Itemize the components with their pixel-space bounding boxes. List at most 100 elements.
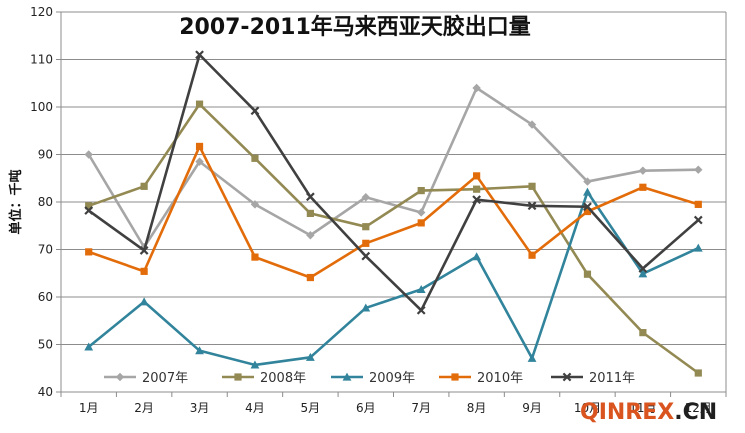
y-tick-label: 110	[30, 53, 53, 67]
data-point	[140, 267, 148, 275]
y-tick-label: 120	[30, 5, 53, 19]
legend-item: 2011年	[551, 371, 635, 386]
legend-swatch-marker	[451, 373, 459, 381]
legend-item: 2007年	[104, 371, 188, 386]
data-point-center	[308, 195, 312, 199]
data-point	[416, 285, 426, 293]
x-tick-label: 6月	[356, 401, 376, 415]
series-1	[85, 100, 702, 377]
data-point	[472, 83, 481, 93]
legend-item: 2008年	[222, 371, 306, 386]
y-tick-label: 50	[38, 338, 53, 352]
data-point	[528, 182, 536, 190]
data-point	[251, 253, 259, 261]
x-tick-label: 8月	[467, 401, 487, 415]
data-point	[361, 303, 371, 312]
x-tick-label: 1月	[79, 401, 99, 415]
data-point	[473, 172, 481, 180]
data-point	[694, 200, 702, 208]
data-point	[583, 207, 592, 216]
data-point	[139, 297, 149, 306]
watermark: QINREX.CN	[580, 400, 717, 425]
chart-title: 2007-2011年马来西亚天胶出口量	[179, 14, 531, 40]
data-point	[362, 223, 370, 231]
x-tick-label: 4月	[245, 401, 265, 415]
data-point-center	[585, 205, 590, 209]
data-point	[251, 154, 259, 162]
data-point-center	[475, 198, 479, 202]
data-point	[639, 183, 647, 191]
x-tick-label: 2月	[134, 401, 154, 415]
data-point	[84, 342, 94, 351]
data-point	[306, 273, 314, 282]
series-0	[84, 83, 703, 252]
data-point-center	[142, 248, 146, 253]
data-point	[694, 369, 702, 377]
data-point	[417, 208, 426, 217]
data-point-center	[419, 308, 423, 312]
x-tick-labels: 1月 2月 3月 4月 5月 6月 7月 8月 9月 10月 11月 12月	[79, 401, 712, 415]
data-point	[305, 352, 315, 361]
legend-swatch-marker	[234, 373, 242, 381]
data-point	[195, 346, 204, 355]
legend-swatch-marker-center	[565, 375, 569, 379]
series-line	[87, 53, 700, 312]
series-line	[87, 190, 699, 367]
data-point	[417, 187, 425, 195]
legend-swatch-marker	[342, 372, 352, 381]
watermark-domain: .CN	[674, 400, 717, 425]
data-point	[85, 248, 93, 256]
data-point	[306, 209, 314, 217]
data-point-center	[641, 266, 645, 271]
data-point-center	[197, 53, 202, 57]
data-point	[85, 202, 93, 210]
y-tick-label: 100	[30, 100, 53, 114]
data-point	[693, 243, 703, 252]
data-point	[638, 269, 648, 278]
data-point	[195, 157, 204, 166]
x-tick-label: 5月	[301, 401, 321, 415]
legend-label: 2011年	[589, 371, 635, 386]
x-tick-label: 11月	[629, 401, 656, 415]
y-tick-labels: 40 50 60 70 80 90 100 110 120	[30, 5, 53, 399]
data-point	[527, 353, 537, 362]
x-tick-label: 10月	[574, 401, 601, 415]
y-tick-label: 80	[38, 195, 53, 209]
data-point	[140, 182, 148, 190]
data-point-center	[364, 254, 368, 258]
x-tick-label: 9月	[522, 401, 542, 415]
data-point	[84, 150, 93, 159]
legend: 2007年 2008年 2009年 2010年 2011年	[104, 371, 635, 386]
legend-label: 2008年	[260, 371, 306, 386]
data-point	[583, 187, 592, 196]
x-tick-label: 3月	[190, 401, 210, 415]
data-point	[639, 329, 647, 337]
y-axis-label: 单位：千吨	[8, 169, 24, 234]
legend-swatch-marker	[115, 372, 125, 382]
y-tick-label: 70	[38, 243, 53, 257]
data-point	[250, 360, 260, 369]
data-point	[250, 200, 260, 209]
series-4	[84, 50, 703, 315]
data-point	[528, 251, 536, 259]
data-point	[527, 120, 537, 129]
legend-item: 2009年	[331, 371, 415, 386]
data-point-center	[253, 109, 257, 113]
data-point	[638, 166, 648, 175]
data-point	[362, 239, 370, 247]
series-3	[85, 142, 702, 282]
x-tick-label: 12月	[685, 401, 712, 415]
data-point	[473, 185, 481, 193]
legend-label: 2007年	[142, 371, 188, 386]
x-tick-label: 7月	[411, 401, 431, 415]
data-point	[361, 193, 370, 202]
data-point	[195, 100, 204, 108]
axes	[56, 11, 727, 397]
data-point	[195, 142, 204, 151]
data-point	[583, 177, 592, 186]
series-line	[88, 145, 699, 279]
legend-label: 2009年	[369, 371, 415, 386]
series	[84, 50, 703, 377]
